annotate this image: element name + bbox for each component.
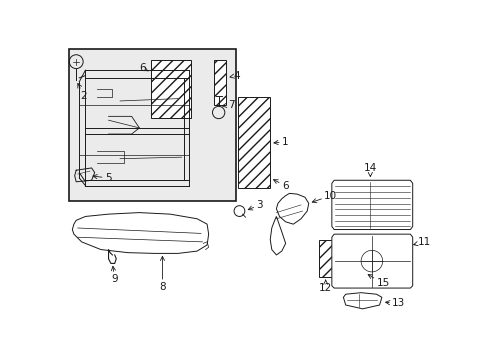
Polygon shape [343,293,381,309]
Text: 2: 2 [78,84,87,101]
Polygon shape [270,216,285,255]
Text: 13: 13 [385,298,405,309]
Text: 6: 6 [139,63,148,73]
Bar [214,60,226,105]
Polygon shape [72,213,208,253]
Text: 11: 11 [413,237,430,247]
Bar [68,49,236,201]
Text: 15: 15 [367,275,389,288]
Text: 1: 1 [273,137,288,147]
Text: 8: 8 [159,256,165,292]
Text: 6: 6 [273,180,288,191]
Polygon shape [331,234,412,288]
Text: 9: 9 [111,266,118,284]
Bar [238,97,270,188]
Text: 4: 4 [229,71,240,81]
Text: 14: 14 [363,163,376,176]
Bar [318,239,340,276]
Bar [151,60,190,118]
Polygon shape [276,193,308,224]
Polygon shape [331,180,412,230]
Text: 10: 10 [312,191,337,203]
Text: 7: 7 [222,100,234,110]
Text: 5: 5 [93,173,111,183]
Text: 12: 12 [318,280,332,293]
Text: 3: 3 [248,200,263,210]
Bar [353,242,376,273]
